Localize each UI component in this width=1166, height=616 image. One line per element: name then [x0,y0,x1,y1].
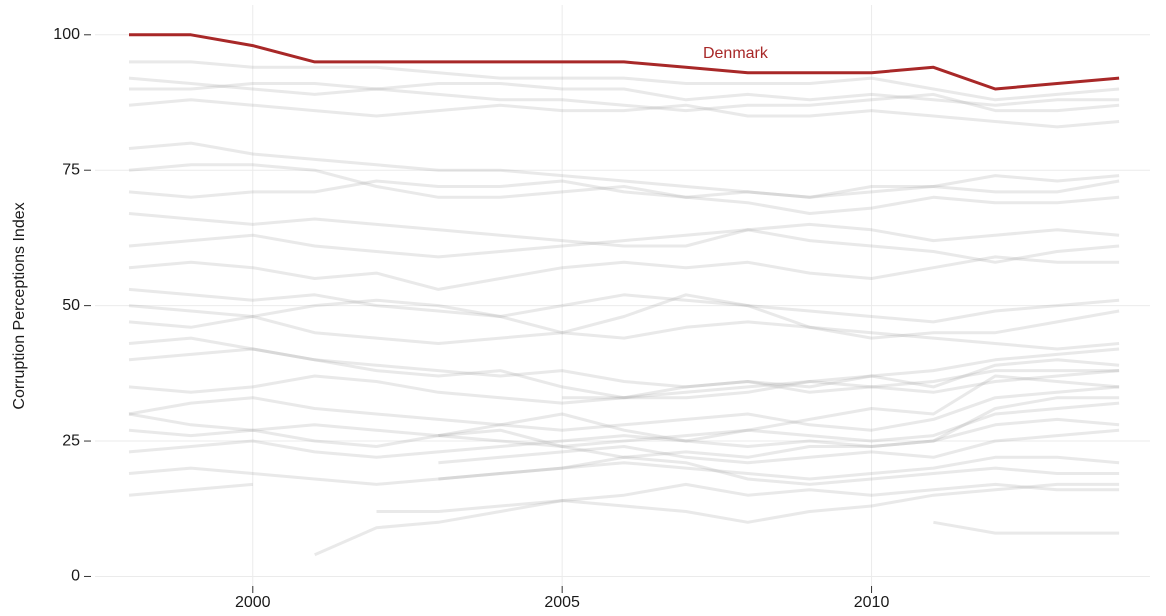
series-line [128,228,1120,264]
series-line [128,336,1120,400]
x-tick-label: 2010 [854,594,890,611]
series-line [128,287,1120,324]
series-line [128,76,1120,107]
series-line [128,482,1120,513]
series-line [128,369,1120,405]
y-tick-label: 0 [71,568,80,585]
series-line [128,293,1120,340]
series-line [128,455,1120,486]
x-tick-label: 2005 [544,594,580,611]
series-line [128,255,1120,291]
series-line [128,417,1120,459]
series-line [128,141,1120,199]
y-tick-label: 100 [53,26,80,43]
series-line [438,455,1120,481]
series-label: Denmark [703,45,769,62]
series-line [933,520,1120,535]
series-line [128,396,1120,459]
series-line [128,315,1120,351]
series-line [562,369,1120,400]
series-line [128,385,1120,432]
series-line [129,82,1120,113]
series-line [129,60,1120,102]
y-tick-label: 50 [62,297,80,314]
series-line [128,401,1120,448]
series-line [128,212,1120,248]
series-line [128,347,1120,389]
series-line [438,374,1120,443]
series-line [128,98,1120,129]
y-axis-title: Corruption Perceptions Index [11,202,28,409]
series-line [314,482,1120,557]
y-tick-label: 75 [62,161,80,178]
series-line [128,163,1120,215]
y-tick-label: 25 [62,432,80,449]
series-line [128,174,1120,199]
x-tick-label: 2000 [235,594,271,611]
series-line [438,428,1120,465]
series-line [129,33,1120,91]
